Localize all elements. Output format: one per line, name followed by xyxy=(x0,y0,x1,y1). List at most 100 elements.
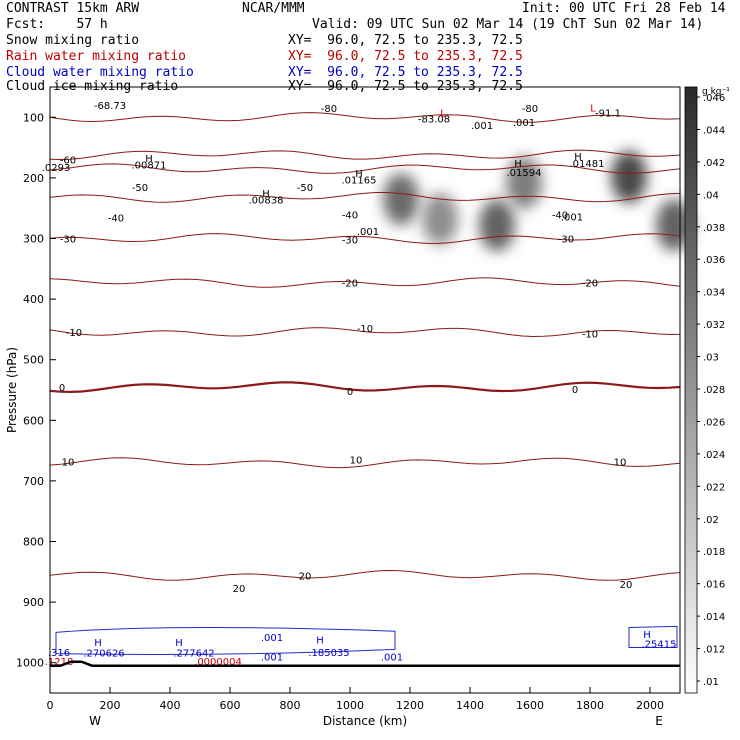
rain-label: .1218 xyxy=(45,657,74,668)
temperature-contours xyxy=(49,112,681,581)
colorbar-tick-label: .032 xyxy=(703,320,725,331)
temperature-label: -40 xyxy=(108,213,124,224)
ice-label: .001 xyxy=(471,121,493,132)
x-tick-label: 0 xyxy=(47,699,54,712)
field-snow-xy: XY= 96.0, 72.5 to 235.3, 72.5 xyxy=(288,33,523,48)
temperature-label: -68.73 xyxy=(94,101,126,112)
cloud-water-contour xyxy=(628,625,678,649)
colorbar-tick-label: .034 xyxy=(703,288,725,299)
colorbar-tick-label: .01 xyxy=(703,677,719,688)
rain-label: .0000004 xyxy=(194,657,242,668)
temperature-label: -20 xyxy=(582,279,598,290)
temperature-label: -40 xyxy=(342,210,358,221)
snow-shading-blob xyxy=(383,173,419,226)
snow-shading-blob xyxy=(656,199,692,252)
y-tick-label: 100 xyxy=(23,111,44,124)
field-rain-xy: XY= 96.0, 72.5 to 235.3, 72.5 xyxy=(288,49,523,64)
temperature-contour-line xyxy=(49,163,681,174)
x-tick-label: 1400 xyxy=(456,699,484,712)
temperature-label: -80 xyxy=(321,104,337,115)
x-tick-label: 2000 xyxy=(636,699,664,712)
ice-label: .001 xyxy=(513,118,535,129)
y-tick-label: 600 xyxy=(23,414,44,427)
cloud-label: .185035 xyxy=(308,648,349,659)
cloud-label: H xyxy=(175,638,183,649)
ice-label: .0293 xyxy=(42,163,71,174)
x-tick-label: 200 xyxy=(100,699,121,712)
snow-shading-blob xyxy=(479,199,515,252)
colorbar-tick-label: .016 xyxy=(703,580,725,591)
ice-label: .00838 xyxy=(249,196,284,207)
cloud-label: .001 xyxy=(261,633,283,644)
temperature-contour-line xyxy=(49,569,681,581)
axes: 0 200 400 600 800 1000 1200 1400 1600 1800 2000100… xyxy=(5,111,680,728)
cloud-label: .001 xyxy=(261,653,283,664)
colorbar-tick-label: .04 xyxy=(703,190,719,201)
temperature-label: -20 xyxy=(342,279,358,290)
temperature-label: -60 xyxy=(60,156,76,167)
colorbar-tick-label: .044 xyxy=(703,125,725,136)
cloud-mixing-contours xyxy=(55,625,678,655)
temperature-label: -10 xyxy=(582,330,598,341)
colorbar-tick-label: .014 xyxy=(703,612,725,623)
temperature-label: -83.08 xyxy=(418,115,450,126)
cloud-label: .277642 xyxy=(173,648,214,659)
valid-time: Valid: 09 UTC Sun 02 Mar 14 (19 ChT Sun … xyxy=(312,17,704,32)
temperature-label: -30 xyxy=(60,235,76,246)
x-tick-label: 600 xyxy=(220,699,241,712)
colorbar-tick-label: .028 xyxy=(703,385,725,396)
cloud-label: .270626 xyxy=(83,648,124,659)
x-axis-title: Distance (km) xyxy=(323,714,407,728)
y-tick-label: 400 xyxy=(23,293,44,306)
colorbar-tick-label: .036 xyxy=(703,255,725,266)
contour-labels: -68.73 -80 -80 -91.1 -83.08 -60 -50 -50 -40 -40 -4… xyxy=(42,101,677,668)
snow-shading-blob xyxy=(611,150,647,203)
y-tick-label: 300 xyxy=(23,233,44,246)
forecast-hour: Fcst: 57 h xyxy=(6,17,108,32)
temperature-contour-line xyxy=(49,457,681,469)
x-tick-label: 1600 xyxy=(516,699,544,712)
colorbar-unit: g kg⁻¹ xyxy=(702,87,730,97)
x-tick-label: 400 xyxy=(160,699,181,712)
y-tick-label: 700 xyxy=(23,475,44,488)
temperature-contour-line xyxy=(49,192,681,203)
x-tick-label: 1200 xyxy=(396,699,424,712)
y-tick-label: 900 xyxy=(23,596,44,609)
temperature-label: 0 xyxy=(347,387,353,398)
temperature-label: -10 xyxy=(66,328,82,339)
colorbar-tick-label: .018 xyxy=(703,547,725,558)
colorbar-tick-label: .02 xyxy=(703,515,719,526)
init-time: Init: 00 UTC Fri 28 Feb 14 xyxy=(522,1,726,16)
plot-frame xyxy=(49,86,681,694)
temperature-contour-line xyxy=(49,112,681,123)
terrain-line xyxy=(50,660,680,667)
cloud-label: .316 xyxy=(48,648,70,659)
temperature-label: -50 xyxy=(297,183,313,194)
field-cloud-xy: XY= 96.0, 72.5 to 235.3, 72.5 xyxy=(288,65,523,80)
colorbar-tick-label: .042 xyxy=(703,158,725,169)
temperature-label: -50 xyxy=(132,183,148,194)
cloud-label: H xyxy=(316,636,324,647)
temperature-label: 0 xyxy=(572,385,578,396)
colorbar-tick-label: .03 xyxy=(703,353,719,364)
cloud-label: .25415 xyxy=(642,639,677,650)
temperature-contour-line xyxy=(49,233,681,244)
x-tick-label: 1800 xyxy=(576,699,604,712)
y-axis-title: Pressure (hPa) xyxy=(5,347,19,433)
y-tick-label: 1000 xyxy=(16,657,44,670)
temperature-label: -80 xyxy=(522,104,538,115)
east-label: E xyxy=(655,714,663,728)
temperature-contour-line xyxy=(49,277,681,288)
ice-label: H xyxy=(574,152,582,163)
colorbar-gradient xyxy=(684,86,698,694)
colorbar-tick-label: .012 xyxy=(703,645,725,656)
temperature-label: -30 xyxy=(342,236,358,247)
colorbar-tick-label: .022 xyxy=(703,482,725,493)
ice-label: .001 xyxy=(561,213,583,224)
ice-label: H xyxy=(262,189,270,200)
ice-label: .01481 xyxy=(570,159,605,170)
colorbar-tick-label: .026 xyxy=(703,417,725,428)
temperature-label: 10 xyxy=(350,456,363,467)
rain-label: L xyxy=(590,104,596,115)
snow-shading-blob xyxy=(506,156,542,209)
